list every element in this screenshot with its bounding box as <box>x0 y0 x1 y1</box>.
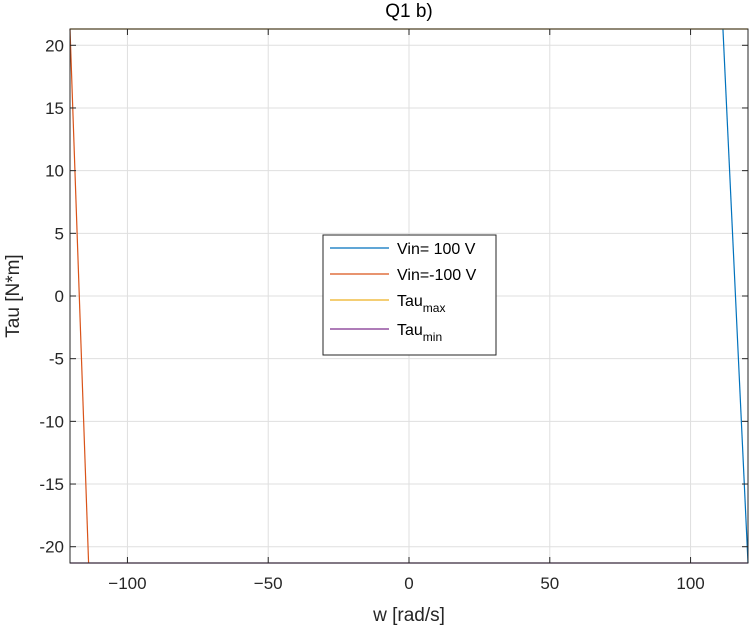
y-tick-label: 0 <box>55 287 64 306</box>
legend-box <box>322 234 497 356</box>
series-line-2 <box>69 28 90 564</box>
y-tick-label: -5 <box>49 350 64 369</box>
x-ticks: −100 −50 0 50 100 <box>108 29 705 593</box>
legend-entry-1: Vin= 100 V <box>397 241 476 258</box>
x-tick-label: 0 <box>404 574 413 593</box>
series-line-1 <box>722 28 749 564</box>
legend-entry-4: Taumin <box>397 322 442 344</box>
y-axis-label: Tau [N*m] <box>3 254 24 337</box>
chart-title: Q1 b) <box>385 1 433 22</box>
x-tick-label: 50 <box>540 574 559 593</box>
x-tick-label: −50 <box>254 574 283 593</box>
y-tick-label: 20 <box>45 36 64 55</box>
y-tick-label: 15 <box>45 99 64 118</box>
x-tick-label: 100 <box>676 574 704 593</box>
y-ticks: -20 -15 -10 -5 0 5 10 15 20 <box>39 36 748 557</box>
y-tick-label: -15 <box>39 475 64 494</box>
y-tick-label: 10 <box>45 162 64 181</box>
y-tick-label: 5 <box>55 224 64 243</box>
legend-entry-2: Vin=-100 V <box>397 267 477 284</box>
x-axis-label: w [rad/s] <box>372 605 445 626</box>
legend-entry-3: Taumax <box>397 293 445 315</box>
legend: Vin= 100 V Vin=-100 V Taumax Taumin <box>322 234 497 356</box>
y-tick-label: -10 <box>39 412 64 431</box>
x-tick-label: −100 <box>108 574 146 593</box>
y-tick-label: -20 <box>39 538 64 557</box>
